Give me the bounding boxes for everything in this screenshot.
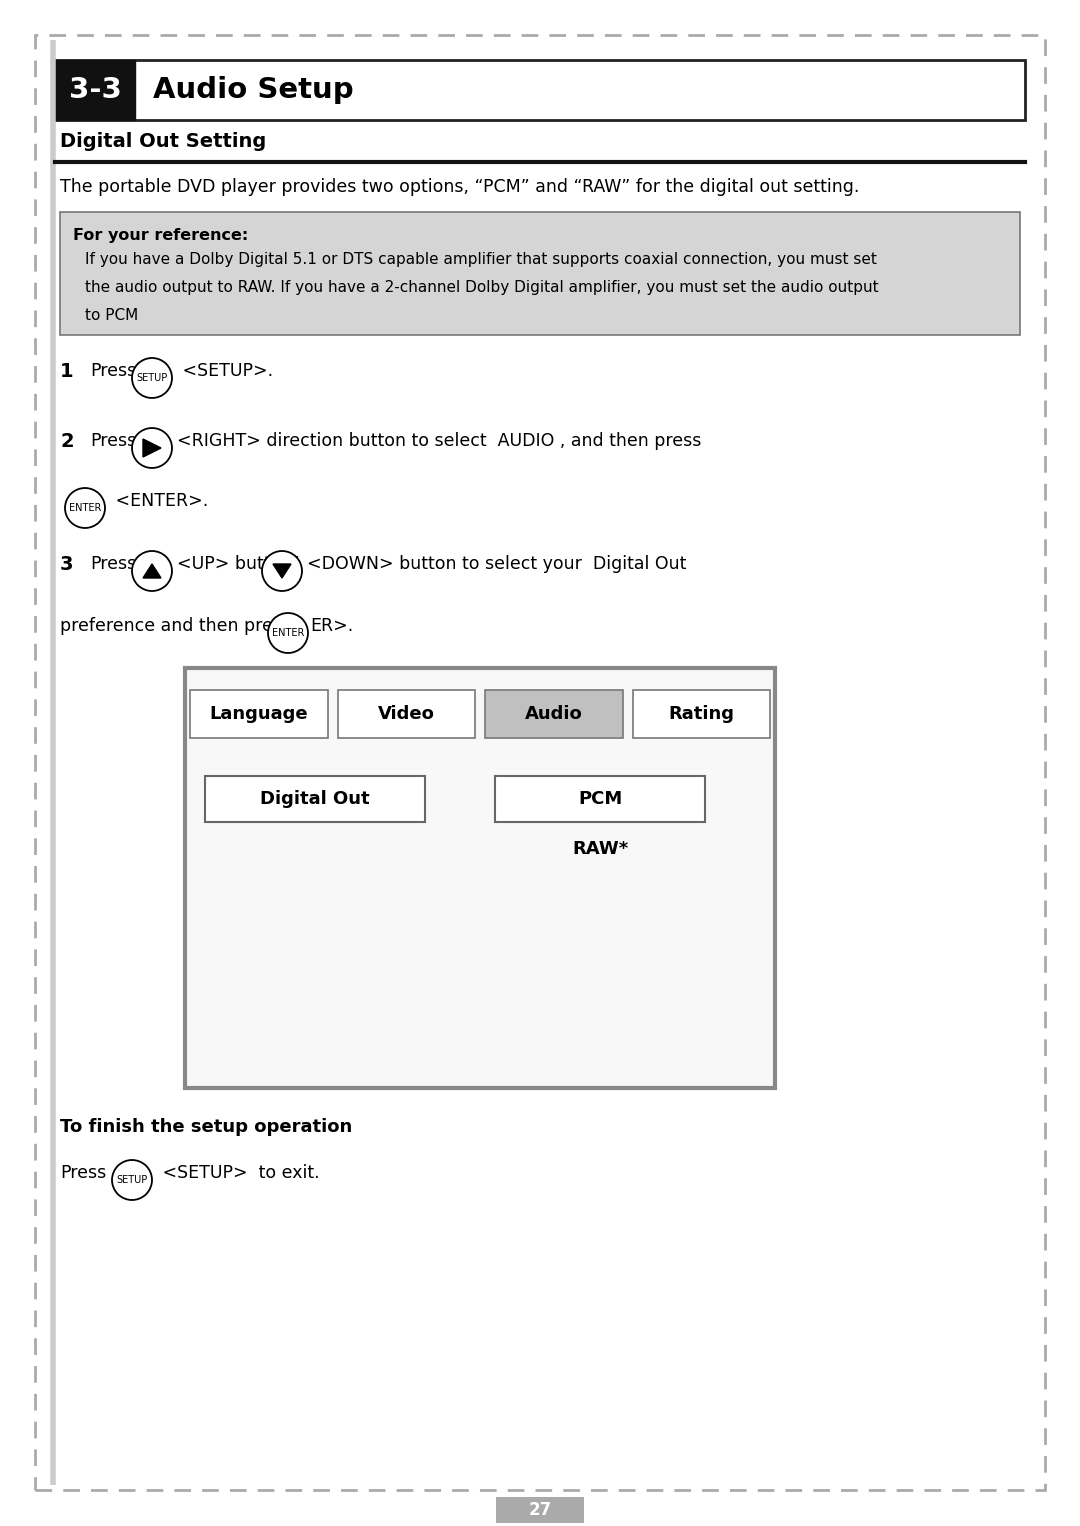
Text: ENTER: ENTER <box>272 629 305 638</box>
Text: Press: Press <box>90 362 136 380</box>
Text: Digital Out Setting: Digital Out Setting <box>60 133 267 151</box>
Text: <UP> button/: <UP> button/ <box>177 555 298 572</box>
Text: Press: Press <box>90 432 136 450</box>
Text: 3: 3 <box>60 555 73 574</box>
Text: 1: 1 <box>60 362 73 382</box>
Text: ENTER: ENTER <box>69 504 102 513</box>
Text: RAW*: RAW* <box>572 839 629 858</box>
Circle shape <box>132 359 172 398</box>
Circle shape <box>268 613 308 653</box>
Text: 2: 2 <box>60 432 73 452</box>
Text: 27: 27 <box>528 1502 552 1518</box>
Circle shape <box>65 488 105 528</box>
Text: 3-3: 3-3 <box>68 76 121 104</box>
Bar <box>60 212 1020 336</box>
Polygon shape <box>143 565 161 578</box>
Text: the audio output to RAW. If you have a 2-channel Dolby Digital amplifier, you mu: the audio output to RAW. If you have a 2… <box>85 279 879 295</box>
Text: Audio Setup: Audio Setup <box>153 76 353 104</box>
Text: Audio: Audio <box>525 705 582 723</box>
Text: <SETUP>.: <SETUP>. <box>177 362 273 380</box>
Text: To finish the setup operation: To finish the setup operation <box>60 1119 352 1135</box>
Text: Video: Video <box>378 705 434 723</box>
Bar <box>496 1497 584 1523</box>
Text: The portable DVD player provides two options, “PCM” and “RAW” for the digital ou: The portable DVD player provides two opt… <box>60 179 860 195</box>
Text: Press: Press <box>60 1164 106 1183</box>
Text: PCM: PCM <box>578 790 622 807</box>
Text: Rating: Rating <box>669 705 734 723</box>
Circle shape <box>262 551 302 591</box>
Text: Press: Press <box>90 555 136 572</box>
Bar <box>337 690 475 739</box>
Circle shape <box>132 551 172 591</box>
Text: <RIGHT> direction button to select  AUDIO , and then press: <RIGHT> direction button to select AUDIO… <box>177 432 701 450</box>
Bar <box>485 690 622 739</box>
Bar <box>633 690 770 739</box>
Text: SETUP: SETUP <box>117 1175 148 1186</box>
Bar <box>185 668 775 1088</box>
Text: preference and then press: preference and then press <box>60 617 292 635</box>
Text: <ENTER>.: <ENTER>. <box>110 491 208 510</box>
Polygon shape <box>143 439 161 456</box>
Circle shape <box>112 1160 152 1199</box>
Bar <box>190 690 327 739</box>
Text: If you have a Dolby Digital 5.1 or DTS capable amplifier that supports coaxial c: If you have a Dolby Digital 5.1 or DTS c… <box>85 252 877 267</box>
Circle shape <box>132 427 172 468</box>
Text: <SETUP>  to exit.: <SETUP> to exit. <box>157 1164 320 1183</box>
Text: to PCM: to PCM <box>85 308 138 324</box>
Text: SETUP: SETUP <box>136 372 167 383</box>
Bar <box>495 777 705 823</box>
Text: Language: Language <box>210 705 308 723</box>
Bar <box>205 777 426 823</box>
Text: For your reference:: For your reference: <box>73 227 248 243</box>
Polygon shape <box>273 565 291 578</box>
Bar <box>55 60 135 121</box>
Text: Digital Out: Digital Out <box>260 790 369 807</box>
Text: ER>.: ER>. <box>310 617 353 635</box>
Text: <DOWN> button to select your  Digital Out: <DOWN> button to select your Digital Out <box>307 555 687 572</box>
Bar <box>55 60 1025 121</box>
